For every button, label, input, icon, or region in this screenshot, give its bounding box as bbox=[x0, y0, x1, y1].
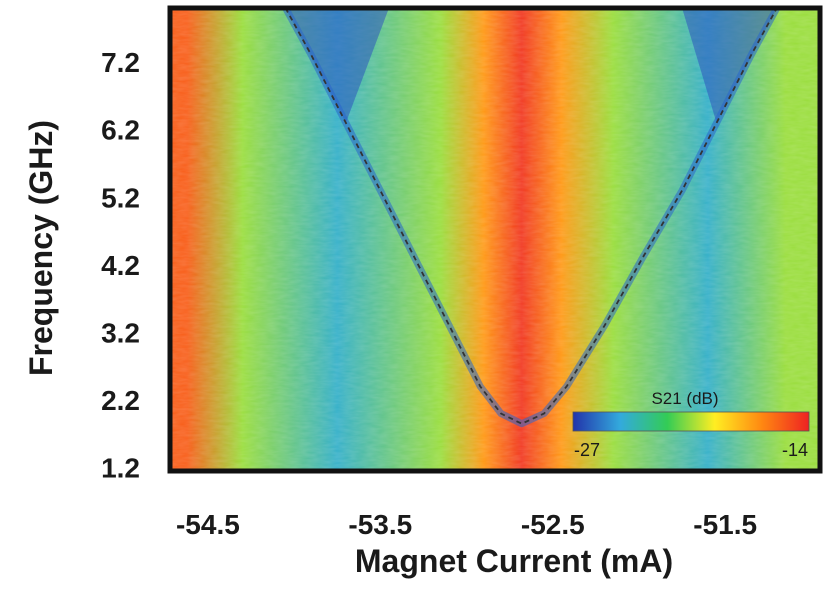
y-tick-label: 7.2 bbox=[101, 47, 140, 78]
right-upper-mode-wedge bbox=[682, 8, 777, 123]
y-tick-label: 3.2 bbox=[101, 317, 140, 348]
x-tick-label: -53.5 bbox=[348, 509, 412, 540]
x-tick-label: -54.5 bbox=[176, 509, 240, 540]
colorbar: S21 (dB) -27 -14 bbox=[572, 389, 810, 460]
resonance-curve bbox=[284, 8, 778, 425]
x-tick-label: -51.5 bbox=[693, 509, 757, 540]
plot-area bbox=[170, 8, 820, 471]
mode-wedges bbox=[285, 8, 777, 123]
y-axis-ticks: 1.2 2.2 3.2 4.2 5.2 6.2 7.2 bbox=[101, 47, 140, 484]
y-tick-label: 1.2 bbox=[101, 453, 140, 484]
left-upper-mode-wedge bbox=[285, 8, 389, 123]
resonance-curve-layer bbox=[282, 8, 780, 428]
colorbar-gradient bbox=[572, 411, 810, 432]
colorbar-title: S21 (dB) bbox=[651, 389, 718, 408]
y-tick-label: 2.2 bbox=[101, 385, 140, 416]
y-tick-label: 6.2 bbox=[101, 115, 140, 146]
x-axis-title: Magnet Current (mA) bbox=[355, 543, 673, 579]
y-tick-label: 4.2 bbox=[101, 250, 140, 281]
y-axis-title: Frequency (GHz) bbox=[23, 120, 59, 376]
plot-frame bbox=[167, 5, 823, 474]
x-tick-label: -52.5 bbox=[521, 509, 585, 540]
y-tick-label: 5.2 bbox=[101, 182, 140, 213]
colorbar-min-label: -27 bbox=[574, 440, 600, 460]
colorbar-max-label: -14 bbox=[782, 440, 808, 460]
x-axis-ticks: -54.5 -53.5 -52.5 -51.5 bbox=[176, 509, 757, 540]
